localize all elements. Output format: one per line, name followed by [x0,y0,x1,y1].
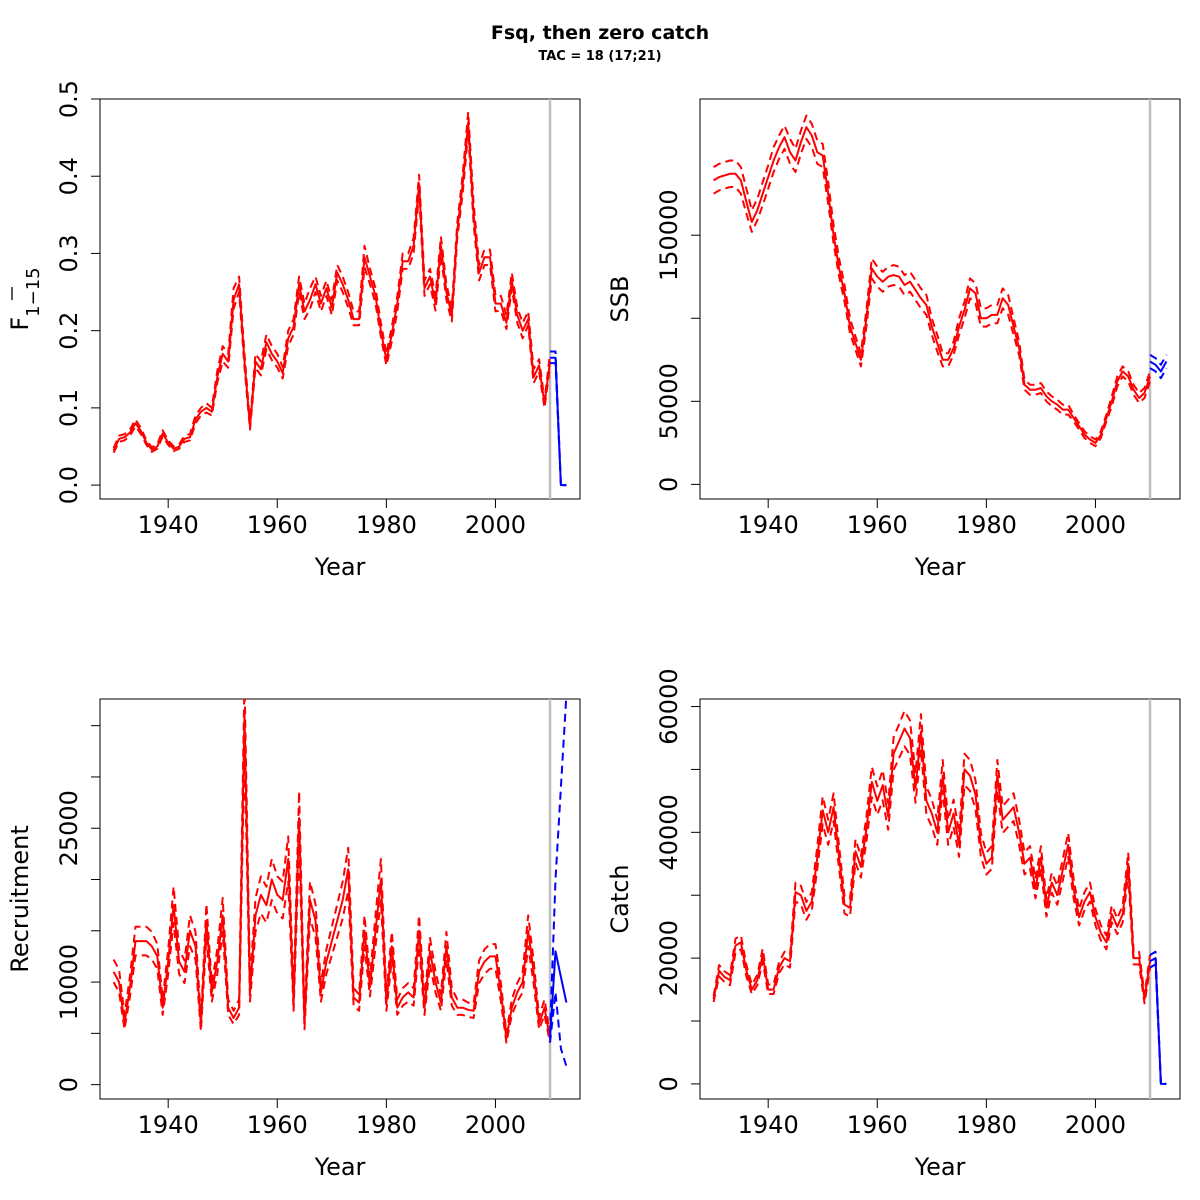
series-forecast-lower-line [1149,367,1168,380]
x-tick-label: 1980 [956,511,1017,539]
panel-catch: 1940 1960 1980 20000200004000060000YearCatc… [606,668,1181,1181]
chart-title: Fsq, then zero catch [491,22,709,44]
x-tick-label: 2000 [1065,1111,1126,1139]
x-tick-label: 1980 [356,1111,417,1139]
series-lower-line [112,750,551,1044]
plot-frame [699,98,1181,500]
series-forecast-upper-line [1149,353,1168,366]
series-upper-line [112,111,551,449]
series-estimate-line [112,714,551,1040]
y-tick-label: 0 [655,1076,683,1091]
x-tick-label: 1940 [738,1111,799,1139]
series-forecast-estimate-line [549,950,568,1039]
x-axis-label: Year [914,553,966,581]
series-group [712,709,1167,1085]
x-tick-label: 1960 [247,1111,308,1139]
y-tick-label: 0.2 [55,312,83,350]
y-tick-label: 150000 [655,189,683,281]
series-forecast-estimate-line [1149,360,1168,373]
y-tick-label: 20000 [655,920,683,996]
y-tick-label: 25000 [55,790,83,866]
y-tick-label: 0.4 [55,157,83,195]
panel-recruitment: 1940 1960 1980 2000 0 10000 25000 Year Recruitme… [6,698,581,1181]
chart-subtitle: TAC = 18 (17;21) [538,49,661,64]
x-axis-label: Year [314,553,366,581]
y-axis-label: Catch [606,864,634,933]
y-tick-label: 0 [55,1077,83,1092]
series-forecast-lower-line [1149,963,1167,1085]
series-forecast-lower-line [549,991,568,1067]
series-group [112,111,567,487]
x-tick-label: 1980 [356,511,417,539]
panel-fbar: 1940 1960 1980 2000 0.0 0.1 0.2 0.3 0.4 0.5 Year F1… [6,80,581,581]
series-forecast-estimate-line [550,356,567,487]
x-tick-label: 1980 [956,1111,1017,1139]
x-tick-label: 2000 [465,511,526,539]
y-tick-label: 0.5 [55,80,83,118]
y-tick-label: 0 [655,477,683,492]
x-tick-label: 1960 [847,511,908,539]
series-forecast-lower-line [550,362,567,487]
x-tick-label: 1940 [738,511,799,539]
series-upper-line [112,699,551,1035]
y-axis-label: Recruitment [6,825,34,972]
x-tick-label: 2000 [1065,511,1126,539]
plot-frame [99,98,581,500]
x-tick-label: 2000 [465,1111,526,1139]
series-lower-line [112,131,551,454]
x-tick-label: 1940 [138,511,199,539]
plot-frame [699,698,1181,1100]
series-forecast-upper-line [550,350,567,487]
x-axis-label: Year [314,1153,366,1181]
y-tick-label: 0.0 [55,466,83,504]
y-tick-label: 40000 [655,794,683,870]
y-axis-label: SSB [606,276,634,323]
series-upper-line [712,709,1151,997]
x-tick-label: 1960 [247,511,308,539]
series-lower-line [713,137,1151,448]
series-estimate-line [112,121,551,451]
series-forecast-upper-line [549,699,568,1034]
y-axis-label: F1−15 [6,267,44,330]
series-upper-line [713,114,1151,441]
series-group [112,699,568,1067]
y-tick-label: 50000 [655,363,683,439]
series-estimate-line [713,126,1151,444]
y-tick-label: 0.1 [55,389,83,427]
series-group [713,114,1168,448]
panels: 1940 1960 1980 20000.00.10.20.30.40.5YearF1… [6,80,1181,1181]
series-estimate-line [712,727,1151,1000]
y-axis-label-sub: 1−15 [23,267,44,316]
x-axis-label: Year [914,1153,966,1181]
y-tick-label: 10000 [55,944,83,1020]
panel-ssb: 1940 1960 1980 2000 0 50000 150000 Year SSB [606,98,1181,581]
y-axis-label-main: F [6,317,34,331]
y-tick-label: 0.3 [55,234,83,272]
x-tick-label: 1940 [138,1111,199,1139]
series-forecast-estimate-line [1149,957,1167,1085]
plot-frame [99,698,581,1100]
y-tick-label: 60000 [655,668,683,744]
x-tick-label: 1960 [847,1111,908,1139]
